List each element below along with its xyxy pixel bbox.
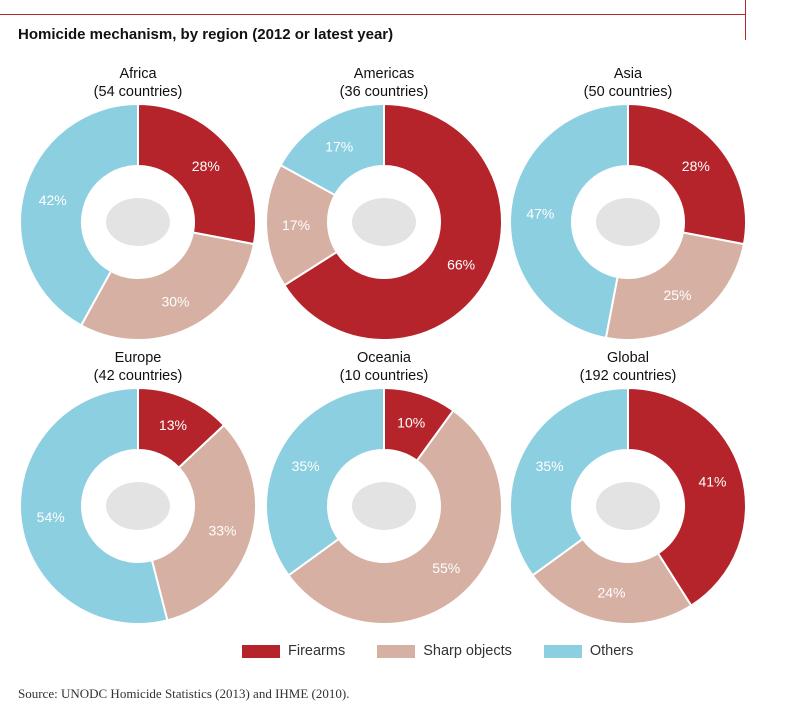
legend-swatch-sharp-objects: [377, 644, 416, 658]
slice-label-others: 35%: [536, 458, 564, 474]
slice-label-firearms: 10%: [397, 414, 425, 430]
slice-others: [509, 102, 629, 340]
slice-sharp-objects: [604, 231, 746, 341]
legend-swatch-others: [543, 644, 582, 658]
region-map-icon: [352, 482, 416, 530]
slice-label-others: 35%: [292, 458, 320, 474]
slice-label-others: 47%: [526, 206, 554, 222]
legend-item-firearms: Firearms: [242, 643, 345, 659]
legend-item-sharp-objects: Sharp objects: [377, 643, 512, 659]
slice-others: [509, 386, 629, 577]
slice-sharp-objects: [150, 423, 257, 622]
donut-chart: 10% 55% 35%: [265, 386, 503, 625]
donut-chart: 66% 17% 17%: [265, 102, 503, 341]
slice-label-sharp-objects: 17%: [282, 217, 310, 233]
slice-sharp-objects: [287, 409, 503, 625]
legend: Firearms Sharp objects Others: [242, 640, 665, 662]
region-map-icon: [106, 482, 170, 530]
region-map-icon: [352, 198, 416, 246]
legend-label: Sharp objects: [423, 643, 512, 659]
legend-item-others: Others: [543, 643, 634, 659]
donut-chart: 28% 30% 42%: [19, 102, 257, 341]
slice-label-sharp-objects: 24%: [597, 584, 625, 600]
slice-label-sharp-objects: 30%: [161, 294, 189, 310]
slice-label-others: 54%: [37, 509, 65, 525]
slice-others: [19, 102, 139, 327]
slice-label-firearms: 28%: [682, 158, 710, 174]
slice-firearms: [627, 386, 747, 608]
region-map-icon: [106, 198, 170, 246]
donut-chart: 28% 25% 47%: [509, 102, 747, 341]
slice-label-others: 17%: [325, 138, 353, 154]
legend-swatch-firearms: [242, 644, 280, 658]
panel-title: Asia: [613, 66, 643, 82]
panel-subtitle: (50 countries): [583, 84, 673, 100]
slice-firearms: [282, 102, 503, 341]
chart-title: Homicide mechanism, by region (2012 or l…: [18, 26, 394, 43]
panel-subtitle: (10 countries): [339, 368, 429, 384]
region-map-icon: [596, 482, 660, 530]
slice-firearms: [137, 102, 257, 246]
slice-label-sharp-objects: 33%: [208, 523, 236, 539]
top-rule: [0, 14, 745, 15]
panel-title: Europe: [114, 350, 162, 366]
region-map-icon: [596, 198, 660, 246]
panel-subtitle: (192 countries): [579, 368, 677, 384]
slice-sharp-objects: [79, 231, 256, 341]
legend-label: Firearms: [288, 643, 346, 659]
slice-label-sharp-objects: 25%: [663, 287, 691, 303]
slice-label-firearms: 41%: [698, 473, 726, 489]
panel-subtitle: (54 countries): [93, 84, 183, 100]
slice-firearms: [627, 102, 747, 246]
source-note: Source: UNODC Homicide Statistics (2013)…: [18, 686, 350, 701]
slice-others: [279, 102, 385, 197]
panel-title: Africa: [119, 66, 157, 82]
donut-chart: 41% 24% 35%: [509, 386, 747, 625]
slice-sharp-objects: [531, 537, 693, 625]
legend-label: Others: [589, 643, 634, 659]
top-tick: [745, 0, 746, 40]
slice-label-firearms: 66%: [447, 256, 475, 272]
slice-label-firearms: 28%: [192, 158, 220, 174]
slice-others: [265, 386, 385, 577]
panel-title: Global: [607, 350, 649, 366]
donut-chart: 13% 33% 54%: [19, 386, 257, 625]
panel-subtitle: (36 countries): [339, 84, 429, 100]
panel-title: Americas: [353, 66, 415, 82]
slice-label-firearms: 13%: [159, 417, 187, 433]
slice-others: [19, 386, 169, 625]
panel-title: Oceania: [356, 350, 411, 366]
slice-label-sharp-objects: 55%: [432, 560, 460, 576]
slice-label-others: 42%: [39, 192, 67, 208]
panel-subtitle: (42 countries): [93, 368, 183, 384]
